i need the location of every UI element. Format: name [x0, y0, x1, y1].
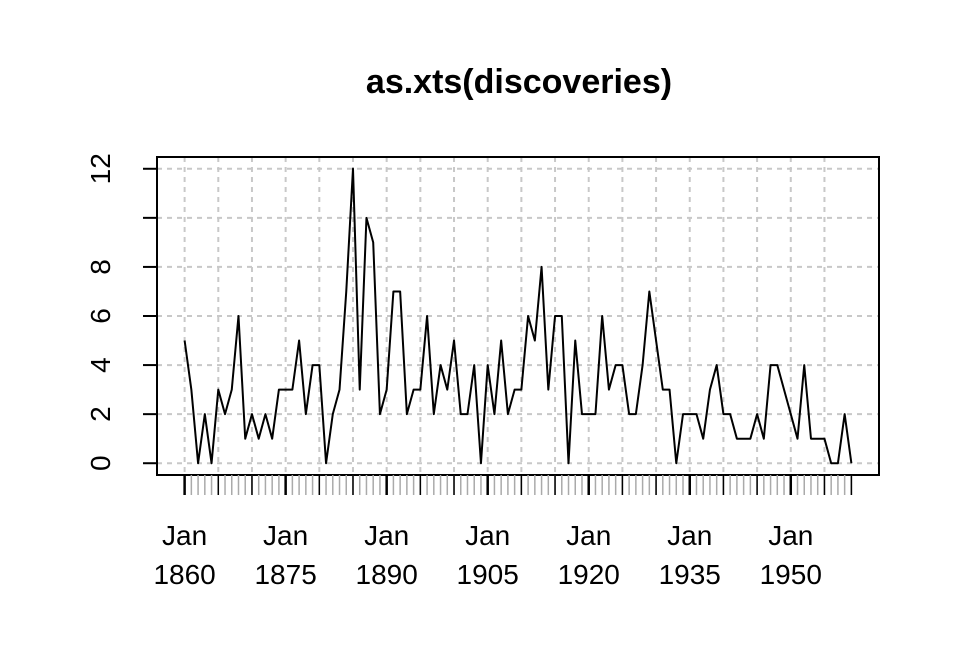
- x-tick-label: Jan 1935: [659, 520, 721, 590]
- x-tick-label: Jan 1905: [457, 520, 519, 590]
- y-tick-label: 12: [85, 153, 116, 184]
- x-tick-label: Jan 1890: [356, 520, 418, 590]
- x-tick-label: Jan 1860: [153, 520, 215, 590]
- y-tick-label: 0: [85, 455, 116, 471]
- y-axis: 0 2 4 6 8 12: [85, 153, 158, 471]
- x-tick-label: Jan 1875: [254, 520, 316, 590]
- x-tick-label: Jan 1950: [760, 520, 822, 590]
- data-series: [183, 167, 853, 465]
- y-tick-label: 8: [85, 259, 116, 275]
- grid-lines: [157, 157, 879, 475]
- x-axis: Jan 1860 Jan 1875 Jan 1890 Jan 1905 Jan 1920 Jan 19…: [153, 475, 853, 590]
- series-line: [183, 167, 853, 465]
- chart-title: as.xts(discoveries): [366, 63, 672, 101]
- y-tick-label: 4: [85, 357, 116, 373]
- y-tick-label: 2: [85, 406, 116, 422]
- y-tick-label: 6: [85, 308, 116, 324]
- x-tick-label: Jan 1920: [558, 520, 620, 590]
